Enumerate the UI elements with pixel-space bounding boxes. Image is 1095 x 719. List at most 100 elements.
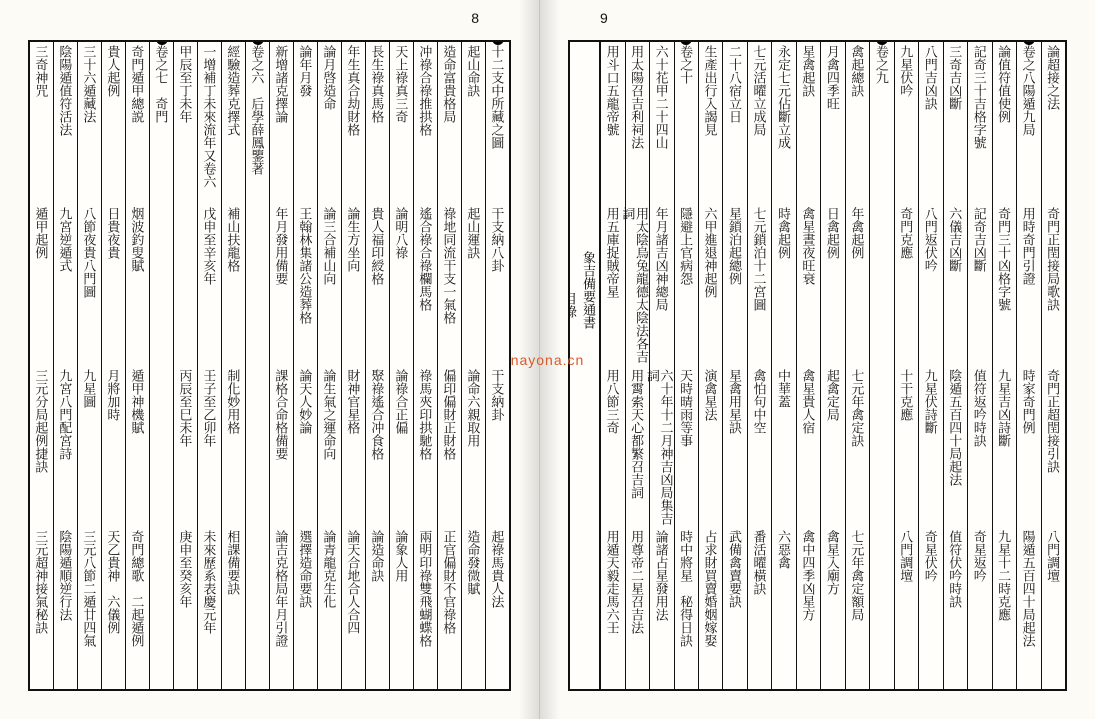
column-entry: 用尊帝二星召吉法 — [626, 527, 649, 691]
text-column: 用太陽召吉利祠法用太陰烏兔龍德太陰法各吉詞用霄索天心都繁召吉詞用尊帝二星召吉法 — [625, 42, 649, 689]
column-entry: 用遁天毅走馬六壬 — [601, 527, 624, 691]
column-entry: 奇門正閏接局歌訣 — [1042, 204, 1065, 369]
column-entry: 遁甲神機賦 — [126, 366, 149, 531]
text-column: 奇門遁甲總説烟波釣叟賦遁甲神機賦奇門總歌 二起遁例 — [125, 42, 149, 689]
column-entry: 時家奇門例 — [1017, 366, 1040, 531]
column-entry: 論命六親取用 — [462, 366, 485, 531]
column-entry: 用太陰烏兔龍德太陰法各吉詞 — [626, 204, 649, 369]
column-entry: 奇門總歌 二起遁例 — [126, 527, 149, 691]
column-entry: 星禽用星訣 — [723, 366, 746, 531]
text-column: 冲祿合祿推拱格遙合祿合祿欄馬格祿馬夾印拱馳格兩明印祿雙飛蝴蝶格 — [413, 42, 437, 689]
column-entry: 論月啓造命 — [318, 42, 341, 207]
text-column: 卷之七 奇門 — [149, 42, 173, 689]
column-entry: 六十花甲二十四山 — [650, 42, 673, 207]
column-entry: 遁甲起例 — [30, 204, 53, 369]
column-entry: 陰陽遁順逆行法 — [54, 527, 77, 691]
column-entry: 永定七元佔斷立成 — [772, 42, 795, 207]
column-entry: 陽遁五百四十局起法 — [1017, 527, 1040, 691]
text-column: 六十花甲二十四山年月諸吉凶神總局六十年十二月神吉凶局集吉詞論諸占星發用法 — [649, 42, 673, 689]
text-column: 三奇神咒遁甲起例三元分局起例捷訣三元超神接氣秘訣 — [30, 42, 53, 689]
spine-strip: 象吉備要通書 目錄 三 — [570, 42, 600, 689]
column-entry: 年月發用備要 — [270, 204, 293, 369]
column-entry: 用時奇門引證 — [1017, 204, 1040, 369]
column-entry: 時禽起例 — [772, 204, 795, 369]
column-entry: 論三合補山向 — [318, 204, 341, 369]
column-entry: 論天合地合人合四 — [342, 527, 365, 691]
column-entry: 三元超神接氣秘訣 — [30, 527, 53, 691]
page-right-inner: 象吉備要通書 目錄 三 論超接之法奇門正閏接局歌訣奇門正超閏接引訣八門調壇卷之八… — [568, 40, 1067, 691]
column-entry: 未來歷系表慶元年 — [198, 527, 221, 691]
text-column: 論年月發王翰林集諸公造葬格論天人妙論選擇造命要訣 — [293, 42, 317, 689]
page-left-inner: 十二支中所藏之圖干支納八卦干支納卦起祿馬貴人法起山命訣起山運訣論命六親取用造命發… — [28, 40, 511, 691]
column-entry: 祿馬夾印拱馳格 — [414, 366, 437, 531]
column-entry: 卷之六 后學薛鳳鑒著 — [246, 42, 269, 207]
text-column: 三十六遁藏法八節夜貴八門圖九星圖三元八節二遁廿四氣 — [77, 42, 101, 689]
column-entry: 天乙貴神 六儀例 — [102, 527, 125, 691]
column-entry: 七元活曜立成局 — [748, 42, 771, 207]
text-column: 卷之八陽遁九局用時奇門引證時家奇門例陽遁五百四十局起法 — [1016, 42, 1040, 689]
column-entry: 值符伏吟時訣 — [944, 527, 967, 691]
column-entry: 八門調壇 — [1042, 527, 1065, 691]
text-column: 一增補丁未來流年又卷六戊申至辛亥年壬子至乙卯年未來歷系表慶元年 — [197, 42, 221, 689]
column-entry: 禽星入廟方 — [821, 527, 844, 691]
column-entry: 用斗口五龍帝號 — [601, 42, 624, 207]
column-entry: 財神官星格 — [342, 366, 365, 531]
column-entry: 月禽四季旺 — [821, 42, 844, 207]
columns-right: 論超接之法奇門正閏接局歌訣奇門正超閏接引訣八門調壇卷之八陽遁九局用時奇門引證時家… — [600, 42, 1065, 689]
text-column: 七元活曜立成局七元鎖泊十二宮圖禽怕句中空番活曜橫訣 — [747, 42, 771, 689]
column-entry: 卷之十 — [675, 42, 698, 207]
column-entry: 起禽定局 — [821, 366, 844, 531]
column-entry: 禽怕句中空 — [748, 366, 771, 531]
text-column: 禽起總訣年禽起例七元年禽定訣七元年禽定額局 — [845, 42, 869, 689]
text-column: 論值符值使例奇門三十凶格字號九星吉凶詩斷九星十二時克應 — [992, 42, 1016, 689]
column-entry: 論超接之法 — [1042, 42, 1065, 207]
column-entry: 用太陽召吉利祠法 — [626, 42, 649, 207]
column-entry: 三奇吉凶斷 — [944, 42, 967, 207]
column-entry: 八節夜貴八門圖 — [78, 204, 101, 369]
column-entry: 壬子至乙卯年 — [198, 366, 221, 531]
column-entry: 干支納卦 — [486, 366, 509, 531]
column-entry: 相課備要訣 — [222, 527, 245, 691]
column-entry: 星禽起訣 — [797, 42, 820, 207]
column-entry: 卷之七 奇門 — [150, 42, 173, 207]
column-entry: 論明八祿 — [390, 204, 413, 369]
column-entry: 六十年十二月神吉凶局集吉詞 — [650, 366, 673, 531]
column-entry: 禽星貴人宿 — [797, 366, 820, 531]
column-entry: 卷之九 — [870, 42, 893, 207]
column-entry: 甲辰至丁未年 — [174, 42, 197, 207]
column-entry: 三奇神咒 — [30, 42, 53, 207]
column-entry: 演禽星法 — [699, 366, 722, 531]
column-entry: 奇門正超閏接引訣 — [1042, 366, 1065, 531]
column-entry: 補山扶龍格 — [222, 204, 245, 369]
column-entry: 聚祿遙合冲食格 — [366, 366, 389, 531]
column-entry: 日禽起例 — [821, 204, 844, 369]
column-entry: 造命發微賦 — [462, 527, 485, 691]
text-column: 論超接之法奇門正閏接局歌訣奇門正超閏接引訣八門調壇 — [1041, 42, 1065, 689]
column-entry: 八門吉凶訣 — [919, 42, 942, 207]
column-entry: 論天人妙論 — [294, 366, 317, 531]
column-entry: 十二支中所藏之圖 — [486, 42, 509, 207]
text-column: 月禽四季旺日禽起例起禽定局禽星入廟方 — [820, 42, 844, 689]
column-entry: 番活曜橫訣 — [748, 527, 771, 691]
column-entry: 兩明印祿雙飛蝴蝶格 — [414, 527, 437, 691]
column-entry: 時中將星 秘得日訣 — [675, 527, 698, 691]
column-entry: 九星圖 — [78, 366, 101, 531]
column-entry: 奇門遁甲總説 — [126, 42, 149, 207]
column-entry: 奇門克應 — [895, 204, 918, 369]
column-entry: 造命富貴格局 — [438, 42, 461, 207]
column-entry: 課格合命格備要 — [270, 366, 293, 531]
page-right: 9 象吉備要通書 目錄 三 論超接之法奇門正閏接局歌訣奇門正超閏接引訣八門調壇卷… — [540, 0, 1095, 719]
column-entry: 禽中四季凶星方 — [797, 527, 820, 691]
page-number-left: 8 — [471, 10, 479, 26]
column-entry: 九宮逆遁式 — [54, 204, 77, 369]
column-entry: 中華蓋 — [772, 366, 795, 531]
text-column: 卷之九 — [869, 42, 893, 689]
text-column: 記奇三十吉格字號記奇吉凶斷值符返吟時訣奇星返吟 — [967, 42, 991, 689]
column-entry: 值符返吟時訣 — [968, 366, 991, 531]
column-entry: 經驗造葬克擇式 — [222, 42, 245, 207]
page-left: 8 十二支中所藏之圖干支納八卦干支納卦起祿馬貴人法起山命訣起山運訣論命六親取用造… — [0, 0, 540, 719]
text-column: 卷之十隱避上官病怨天時晴雨等事時中將星 秘得日訣 — [674, 42, 698, 689]
column-entry: 奇星伏吟 — [919, 527, 942, 691]
column-entry: 選擇造命要訣 — [294, 527, 317, 691]
text-column: 起山命訣起山運訣論命六親取用造命發微賦 — [461, 42, 485, 689]
